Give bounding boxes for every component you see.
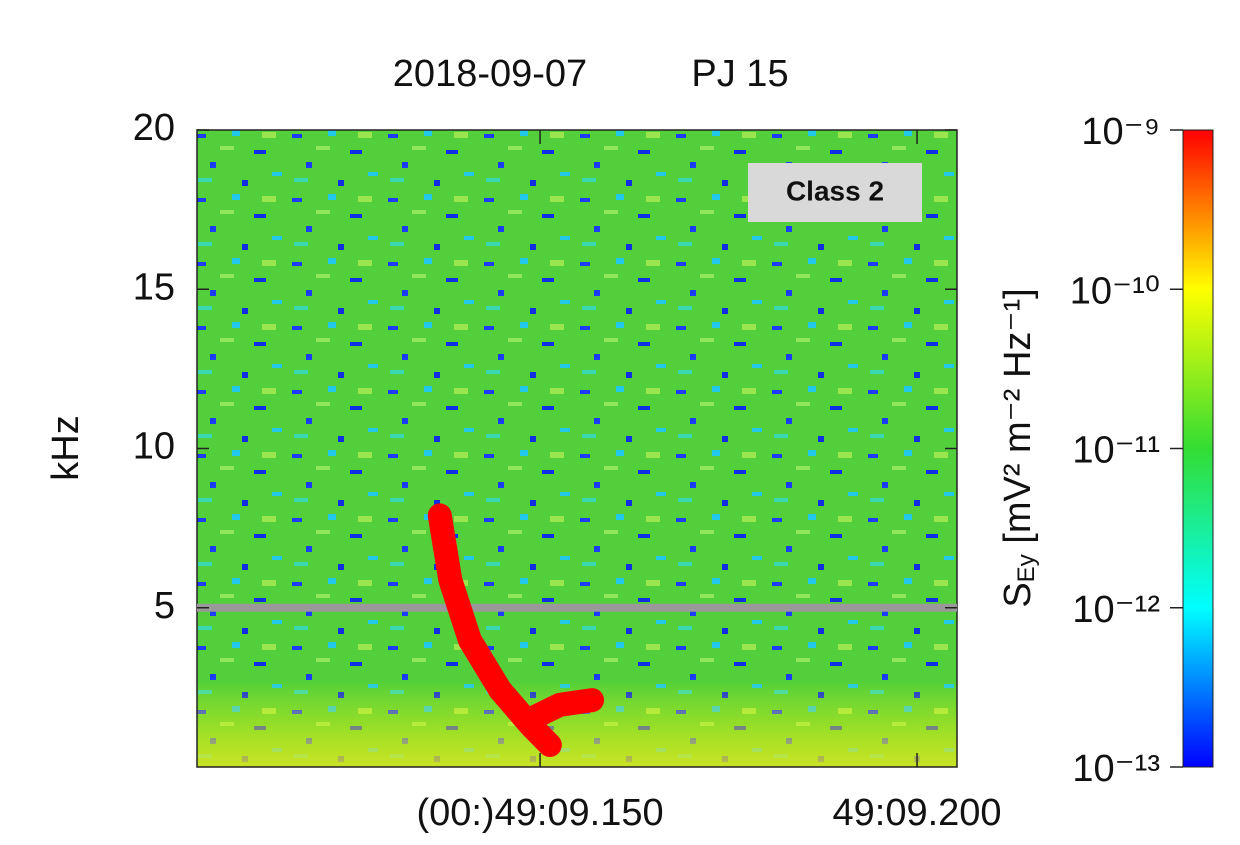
colorbar <box>1182 129 1214 768</box>
spectrogram-background <box>197 130 957 767</box>
colorbar-tick-label: 10⁻¹² <box>1072 589 1160 631</box>
title-event: PJ 15 <box>691 53 788 95</box>
x-tick-label: (00:)49:09.150 <box>416 792 663 834</box>
title-date: 2018-09-07 <box>393 53 587 95</box>
y-tick-label: 10 <box>133 426 175 468</box>
colorbar-tick-label: 10⁻¹³ <box>1072 748 1160 790</box>
x-tick-label: 49:09.200 <box>833 792 1002 834</box>
y-tick-label: 5 <box>154 585 175 627</box>
colorbar-label-subscript: Ey <box>1013 554 1040 582</box>
colorbar-label-symbol: S <box>997 582 1039 607</box>
colorbar-label-units: [mV² m⁻² Hz⁻¹] <box>997 288 1039 554</box>
colorbar-tick-label: 10⁻¹¹ <box>1072 430 1160 472</box>
colorbar-tick-label: 10⁻¹⁰ <box>1070 270 1160 312</box>
colorbar-tick-label: 10⁻⁹ <box>1081 111 1160 153</box>
annotation: Class 2 <box>786 175 884 206</box>
y-tick-label: 15 <box>133 266 175 308</box>
y-tick-label: 20 <box>133 107 175 149</box>
annotation-box <box>748 163 922 222</box>
y-axis-label: kHz <box>45 415 87 480</box>
emission <box>427 503 605 758</box>
colorbar-label: SEy [mV² m⁻² Hz⁻¹] <box>997 288 1040 607</box>
title: 2018-09-07 PJ 15 <box>393 53 789 95</box>
